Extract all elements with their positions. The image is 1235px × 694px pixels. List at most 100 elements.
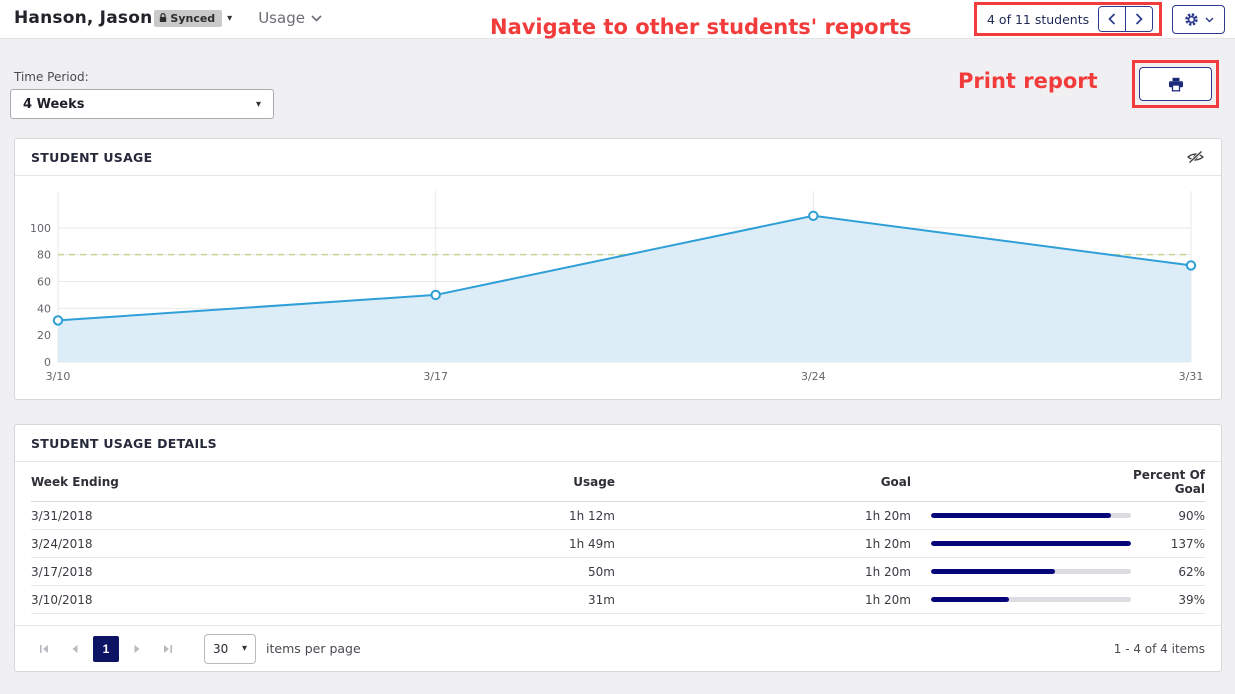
progress-cell [911, 541, 1131, 546]
table-row: 3/31/2018 1h 12m 1h 20m 90% [31, 502, 1205, 530]
usage-cell: 50m [588, 564, 615, 579]
synced-label: Synced [170, 11, 216, 25]
svg-text:0: 0 [44, 356, 51, 369]
usage-panel-title: STUDENT USAGE [31, 149, 153, 165]
details-panel-header: STUDENT USAGE DETAILS [15, 425, 1221, 462]
report-type-dropdown[interactable]: Usage [258, 9, 322, 27]
select-caret-icon: ▾ [241, 643, 247, 654]
progress-bar [931, 569, 1055, 574]
usage-panel-header: STUDENT USAGE [15, 139, 1221, 176]
svg-text:100: 100 [30, 222, 51, 235]
usage-details-table: Week Ending Usage Goal Percent Of Goal 3… [15, 462, 1221, 614]
time-period-value: 4 Weeks [23, 96, 85, 112]
next-student-button[interactable] [1125, 7, 1152, 31]
table-header-row: Week Ending Usage Goal Percent Of Goal [31, 462, 1205, 502]
svg-text:60: 60 [37, 276, 51, 289]
students-counter: 4 of 11 students [987, 11, 1090, 27]
details-panel-title: STUDENT USAGE DETAILS [31, 435, 217, 451]
percent-cell: 62% [1178, 564, 1205, 579]
usage-cell: 1h 49m [568, 536, 615, 551]
hide-chart-button[interactable] [1186, 150, 1205, 164]
first-page-button[interactable] [31, 636, 57, 662]
page-1-button[interactable]: 1 [93, 635, 119, 662]
settings-button[interactable] [1172, 5, 1225, 34]
report-type-label: Usage [258, 9, 305, 27]
student-usage-panel: STUDENT USAGE 0 20 40 60 80 100 3/10 3/17 3/24 3/… [14, 138, 1222, 400]
usage-line-chart: 0 20 40 60 80 100 3/10 3/17 3/24 3/31 [30, 191, 1204, 383]
last-page-button[interactable] [155, 636, 181, 662]
progress-bar [931, 541, 1131, 546]
previous-student-button[interactable] [1099, 7, 1126, 31]
items-summary: 1 - 4 of 4 items [1113, 641, 1205, 656]
svg-text:3/24: 3/24 [801, 370, 826, 383]
usage-cell: 31m [588, 592, 615, 607]
week-cell: 3/10/2018 [31, 592, 93, 607]
percent-cell: 90% [1178, 508, 1205, 523]
lock-icon [160, 13, 167, 22]
progress-track [931, 513, 1131, 518]
pagination-bar: 1 30 ▾ items per page 1 - 4 of 4 items [15, 625, 1221, 671]
gear-icon [1185, 13, 1198, 26]
progress-cell [911, 569, 1131, 574]
progress-track [931, 569, 1131, 574]
last-page-icon [164, 644, 172, 653]
student-pager-group [1098, 6, 1153, 32]
previous-page-icon [72, 644, 78, 653]
goal-cell: 1h 20m [864, 564, 911, 579]
svg-text:40: 40 [37, 302, 51, 315]
svg-text:3/17: 3/17 [423, 370, 448, 383]
time-period-select[interactable]: 4 Weeks ▾ [10, 89, 274, 119]
col-usage[interactable]: Usage [573, 474, 615, 489]
col-goal[interactable]: Goal [880, 474, 911, 489]
progress-bar [931, 597, 1009, 602]
annotation-navigate: Navigate to other students' reports [490, 15, 912, 39]
page-size-select[interactable]: 30 ▾ [204, 633, 256, 664]
percent-cell: 39% [1178, 592, 1205, 607]
print-button-highlight [1132, 60, 1219, 108]
col-percent-of-goal[interactable]: Percent Of Goal [1133, 467, 1205, 496]
svg-text:3/31: 3/31 [1179, 370, 1204, 383]
print-button[interactable] [1139, 67, 1212, 101]
usage-cell: 1h 12m [568, 508, 615, 523]
next-page-button[interactable] [124, 636, 150, 662]
table-row: 3/17/2018 50m 1h 20m 62% [31, 558, 1205, 586]
progress-track [931, 597, 1131, 602]
select-caret-icon: ▾ [255, 98, 261, 110]
eye-slash-icon [1186, 150, 1205, 164]
previous-page-button[interactable] [62, 636, 88, 662]
annotation-print: Print report [958, 69, 1098, 93]
goal-cell: 1h 20m [864, 536, 911, 551]
synced-badge: Synced [154, 9, 223, 27]
first-page-icon [40, 644, 48, 653]
col-week-ending[interactable]: Week Ending [31, 474, 119, 489]
chevron-right-icon [1136, 13, 1143, 25]
time-period-label: Time Period: [14, 70, 89, 84]
next-page-icon [134, 644, 140, 653]
student-usage-details-panel: STUDENT USAGE DETAILS Week Ending Usage … [14, 424, 1222, 672]
student-header: Hanson, Jason Synced ▾ Usage [14, 8, 322, 28]
page-size-value: 30 [213, 641, 229, 656]
usage-chart-area: 0 20 40 60 80 100 3/10 3/17 3/24 3/31 [15, 176, 1221, 400]
students-nav-highlight: 4 of 11 students [974, 2, 1162, 36]
percent-cell: 137% [1170, 536, 1205, 551]
student-dropdown-caret[interactable]: ▾ [227, 12, 233, 24]
week-cell: 3/31/2018 [31, 508, 93, 523]
week-cell: 3/17/2018 [31, 564, 93, 579]
progress-cell [911, 597, 1131, 602]
svg-text:20: 20 [37, 329, 51, 342]
printer-icon [1168, 77, 1183, 91]
table-row: 3/24/2018 1h 49m 1h 20m 137% [31, 530, 1205, 558]
table-row: 3/10/2018 31m 1h 20m 39% [31, 586, 1205, 614]
student-name: Hanson, Jason [14, 8, 153, 28]
week-cell: 3/24/2018 [31, 536, 93, 551]
chevron-down-icon [1205, 17, 1214, 22]
progress-cell [911, 513, 1131, 518]
top-bar: Hanson, Jason Synced ▾ Usage Navigate to… [0, 0, 1235, 39]
progress-bar [931, 513, 1111, 518]
progress-track [931, 541, 1131, 546]
goal-cell: 1h 20m [864, 592, 911, 607]
items-per-page-label: items per page [266, 641, 361, 656]
svg-text:80: 80 [37, 249, 51, 262]
goal-cell: 1h 20m [864, 508, 911, 523]
